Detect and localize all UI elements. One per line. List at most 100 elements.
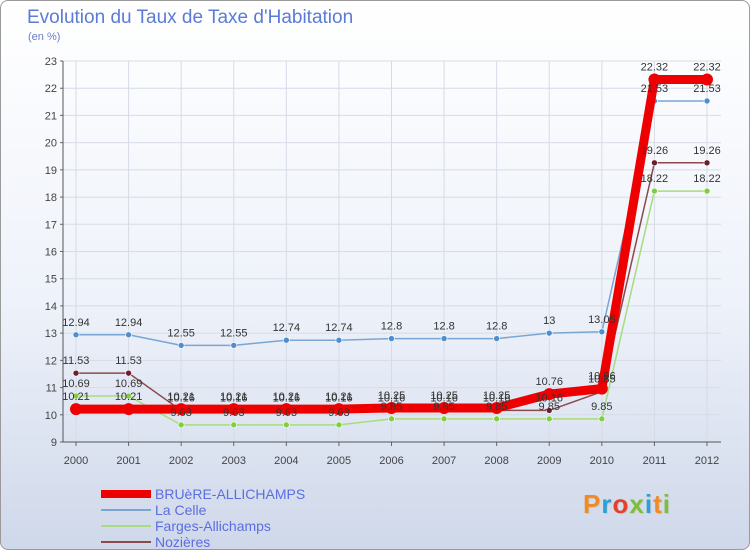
data-point-0	[543, 388, 556, 401]
data-point-2	[651, 187, 658, 195]
data-point-3	[703, 159, 711, 167]
data-point-0	[175, 403, 188, 416]
data-label-3: 10.16	[378, 392, 406, 404]
data-label-2: 18.22	[641, 173, 669, 185]
data-point-0	[122, 403, 135, 416]
data-point-0	[595, 382, 608, 395]
x-tick-label: 2005	[327, 455, 351, 467]
y-tick-label: 16	[45, 247, 57, 259]
data-label-0: 10.21	[220, 391, 248, 403]
y-tick-label: 9	[51, 437, 57, 449]
y-tick-label: 14	[45, 301, 57, 313]
data-point-3	[125, 369, 132, 377]
legend-swatch	[101, 490, 151, 498]
data-label-3: 19.26	[693, 145, 721, 157]
data-point-2	[703, 187, 711, 195]
data-point-0	[70, 403, 82, 416]
y-tick-label: 15	[45, 274, 57, 286]
data-point-2	[72, 392, 80, 400]
x-tick-label: 2002	[169, 455, 193, 467]
data-point-1	[125, 331, 132, 339]
data-label-3: 10.16	[430, 392, 458, 404]
data-label-3: 10.16	[325, 392, 353, 404]
data-label-1: 12.94	[115, 317, 143, 329]
logo-letter: o	[612, 489, 630, 519]
data-point-0	[332, 403, 345, 416]
data-label-1: 12.8	[486, 321, 507, 333]
x-tick-label: 2012	[695, 455, 719, 467]
data-label-1: 12.55	[167, 327, 195, 339]
data-point-1	[440, 335, 448, 342]
logo-letter: x	[629, 489, 645, 519]
y-tick-label: 19	[45, 165, 57, 177]
data-point-0	[227, 403, 240, 416]
data-label-0: 10.21	[273, 391, 301, 403]
data-point-2	[493, 415, 500, 423]
data-label-1: 12.74	[273, 322, 301, 334]
data-point-2	[388, 415, 395, 423]
data-point-1	[703, 97, 711, 105]
data-label-2: 9.85	[486, 401, 507, 413]
data-point-2	[125, 392, 132, 400]
data-label-0: 10.21	[62, 391, 90, 403]
data-label-1: 13.05	[588, 314, 616, 326]
chart-title: Evolution du Taux de Taxe d'Habitation	[27, 7, 354, 28]
y-tick-label: 22	[45, 83, 57, 95]
x-tick-label: 2003	[222, 455, 246, 467]
data-point-3	[72, 369, 80, 377]
data-label-1: 12.8	[381, 321, 402, 333]
data-label-2: 9.63	[328, 407, 349, 419]
chart-subtitle: (en %)	[28, 31, 61, 43]
x-tick-label: 2006	[379, 455, 403, 467]
logo-letter: i	[644, 489, 654, 519]
data-point-2	[440, 415, 448, 423]
axes: 9 10 11 12 13 14 15 16 17 18 19 20 21 22 23 2000 2001 200…	[45, 56, 721, 467]
x-tick-label: 2011	[643, 455, 667, 467]
logo-letter: r	[601, 489, 613, 519]
data-label-0: 22.32	[641, 62, 669, 74]
data-label-2: 9.85	[433, 401, 454, 413]
logo-letter: P	[583, 489, 602, 519]
legend-label: Farges-Allichamps	[155, 518, 271, 534]
legend-label: Nozières	[155, 534, 211, 550]
data-point-1	[177, 342, 185, 349]
y-tick-label: 10	[45, 410, 57, 422]
x-tick-label: 2004	[274, 455, 298, 467]
series-lines	[70, 73, 713, 429]
y-tick-label: 21	[45, 110, 57, 122]
legend-swatch	[101, 525, 151, 527]
data-point-1	[598, 328, 606, 336]
data-label-1: 21.53	[641, 83, 669, 95]
data-label-2: 10.69	[62, 378, 90, 390]
data-point-3	[545, 407, 553, 414]
data-point-2	[545, 415, 553, 423]
data-label-3: 10.16	[535, 392, 563, 404]
x-tick-label: 2008	[484, 455, 508, 467]
logo-letter: i	[662, 489, 671, 519]
data-point-0	[280, 403, 293, 416]
data-label-1: 12.94	[62, 317, 90, 329]
data-label-3: 19.26	[641, 145, 669, 157]
legend-label: BRUèRE-ALLICHAMPS	[155, 486, 306, 502]
x-tick-label: 2007	[432, 455, 456, 467]
data-label-0: 10.76	[535, 376, 563, 388]
data-label-0: 10.25	[378, 390, 406, 402]
legend-swatch	[101, 541, 151, 543]
data-point-2	[335, 421, 343, 429]
data-label-0: 10.21	[115, 391, 143, 403]
data-label-1: 13	[543, 315, 555, 327]
data-label-3: 10.16	[483, 392, 511, 404]
data-point-2	[230, 421, 238, 429]
data-label-2: 9.63	[276, 407, 297, 419]
x-tick-label: 2009	[537, 455, 561, 467]
data-point-2	[598, 415, 606, 423]
data-label-1: 12.74	[325, 322, 353, 334]
data-label-2: 9.85	[591, 401, 612, 413]
logo-letter: t	[653, 489, 663, 519]
x-tick-label: 2010	[590, 455, 614, 467]
data-label-1: 12.8	[433, 321, 454, 333]
data-point-0	[385, 401, 398, 414]
y-tick-label: 13	[45, 328, 57, 340]
